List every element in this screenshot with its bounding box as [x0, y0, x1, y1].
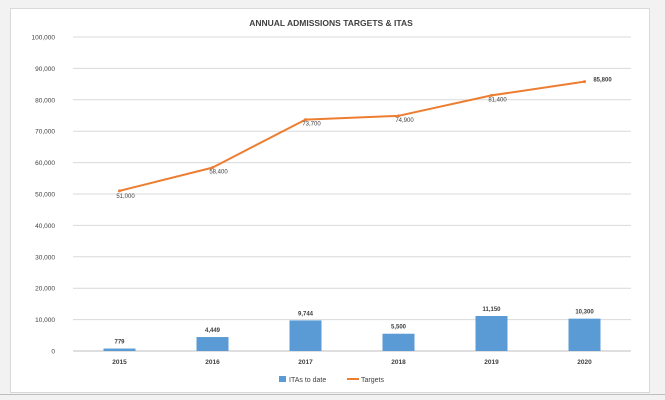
itas-data-label: 5,500 [391, 325, 407, 331]
targets-point [583, 80, 586, 84]
chart-title: ANNUAL ADMISSIONS TARGETS & ITAS [249, 18, 413, 28]
y-tick-label: 10,000 [35, 317, 55, 324]
itas-data-label: 9,744 [298, 311, 314, 317]
x-tick-label: 2016 [205, 359, 220, 366]
x-tick-label: 2018 [391, 359, 406, 366]
y-tick-label: 100,000 [32, 35, 56, 42]
admissions-chart: ANNUAL ADMISSIONS TARGETS & ITAS 0 10,000… [32, 18, 631, 384]
x-tick-label: 2019 [484, 359, 499, 366]
x-tick-label: 2017 [298, 359, 313, 366]
itas-bars [103, 315, 601, 351]
x-tick-label: 2015 [112, 359, 127, 366]
y-tick-label: 20,000 [35, 286, 55, 293]
y-tick-label: 40,000 [35, 223, 55, 230]
targets-data-label: 81,400 [488, 97, 507, 103]
targets-data-label: 73,700 [302, 122, 321, 128]
itas-bar [475, 315, 508, 351]
x-tick-label: 2020 [577, 359, 592, 366]
y-tick-label: 50,000 [35, 192, 55, 199]
targets-point [304, 118, 307, 122]
y-tick-label: 70,000 [35, 129, 55, 136]
itas-data-label: 11,150 [482, 307, 501, 313]
y-tick-label: 60,000 [35, 160, 55, 167]
targets-point [211, 166, 214, 170]
targets-point [397, 114, 400, 118]
itas-data-label: 779 [114, 340, 125, 346]
targets-point [490, 93, 493, 97]
targets-data-label: 85,800 [593, 78, 612, 84]
y-tick-label: 0 [51, 349, 55, 356]
targets-data-labels: 51,000 58,400 73,700 74,900 81,400 85,800 [116, 78, 612, 200]
targets-data-label: 58,400 [209, 170, 228, 176]
targets-point [118, 189, 121, 193]
itas-bar [103, 348, 136, 351]
itas-bar [568, 318, 601, 351]
x-axis: 2015 2016 2017 2018 2019 2020 [112, 359, 592, 366]
itas-data-labels: 779 4,449 9,744 5,500 11,150 10,300 [114, 307, 594, 346]
bottom-divider [0, 394, 665, 395]
targets-line-series [118, 80, 586, 193]
legend-swatch-itas [279, 376, 286, 382]
chart-frame: ANNUAL ADMISSIONS TARGETS & ITAS 0 10,000… [10, 8, 650, 393]
itas-bar [289, 320, 322, 351]
itas-bar [382, 333, 415, 351]
targets-data-label: 51,000 [116, 194, 135, 200]
y-tick-label: 30,000 [35, 254, 55, 261]
y-tick-label: 90,000 [35, 66, 55, 73]
itas-data-label: 4,449 [205, 328, 221, 334]
legend: ITAs to date Targets [279, 376, 384, 384]
itas-bar [196, 337, 229, 351]
y-axis: 0 10,000 20,000 30,000 40,000 50,000 60,000 70,… [32, 35, 56, 356]
y-tick-label: 80,000 [35, 97, 55, 104]
legend-label-itas: ITAs to date [289, 377, 326, 384]
targets-data-label: 74,900 [395, 118, 414, 124]
itas-data-label: 10,300 [575, 310, 594, 316]
legend-label-targets: Targets [361, 377, 384, 384]
targets-line [119, 80, 585, 192]
gridlines [73, 36, 631, 352]
